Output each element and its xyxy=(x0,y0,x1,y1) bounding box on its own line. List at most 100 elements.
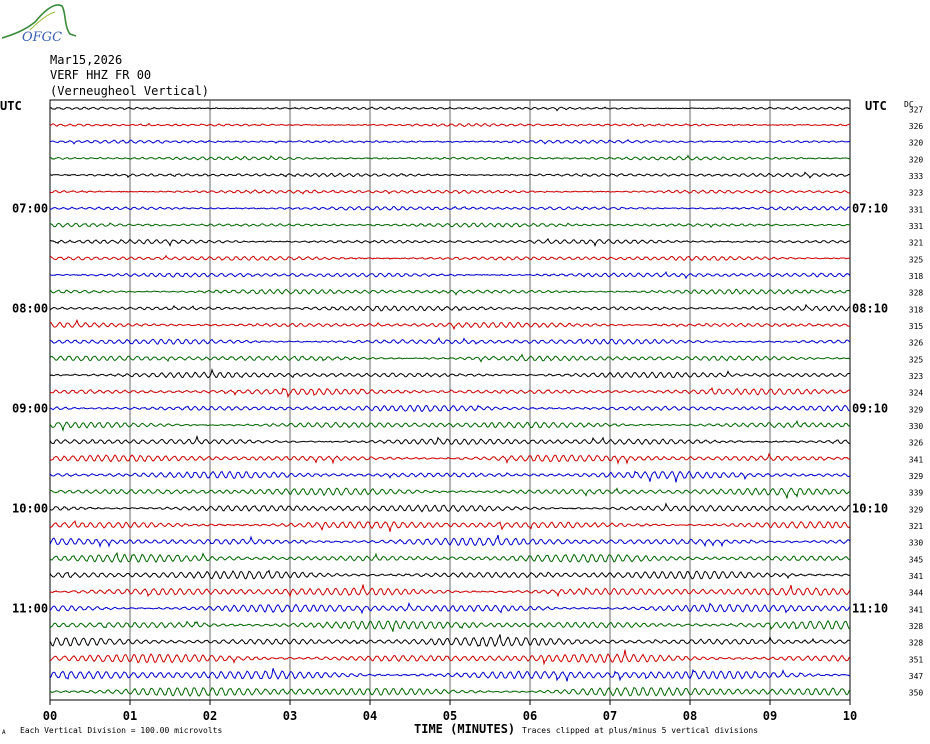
dc-value: 324 xyxy=(909,389,924,398)
dc-value: 325 xyxy=(909,355,924,364)
seismic-trace xyxy=(49,222,851,229)
logo-text: OFGC xyxy=(22,30,62,45)
seismic-trace xyxy=(49,601,851,615)
seismic-trace xyxy=(49,534,851,549)
dc-value: 329 xyxy=(909,505,924,514)
x-tick-label: 00 xyxy=(43,709,57,723)
dc-value: 321 xyxy=(909,522,924,531)
seismic-trace xyxy=(49,303,851,312)
scale-note: Each Vertical Division = 100.00 microvol… xyxy=(20,726,222,735)
seismic-trace xyxy=(49,139,851,145)
seismic-trace xyxy=(49,271,851,280)
seismic-trace xyxy=(49,452,851,465)
x-tick-label: 08 xyxy=(683,709,697,723)
right-time-label: 07:10 xyxy=(852,201,888,215)
dc-value: 333 xyxy=(909,172,924,181)
seismic-trace xyxy=(49,619,851,632)
seismic-trace xyxy=(49,419,851,433)
seismic-trace xyxy=(49,254,851,262)
left-time-label: 07:00 xyxy=(12,201,48,215)
dc-value: 331 xyxy=(909,222,924,231)
station-location: (Verneugheol Vertical) xyxy=(50,84,209,98)
seismic-trace xyxy=(49,318,851,331)
dc-value: 350 xyxy=(909,689,924,698)
x-tick-label: 10 xyxy=(843,709,857,723)
dc-value: 329 xyxy=(909,405,924,414)
dc-value: 329 xyxy=(909,472,924,481)
seismic-trace xyxy=(49,353,851,363)
x-tick-label: 02 xyxy=(203,709,217,723)
left-timezone-label: UTC xyxy=(0,99,22,113)
dc-value: 331 xyxy=(909,205,924,214)
right-time-label: 08:10 xyxy=(852,301,888,315)
right-timezone-label: UTC xyxy=(865,99,887,113)
dc-value: 344 xyxy=(909,589,924,598)
x-tick-label: 05 xyxy=(443,709,457,723)
left-time-label: 08:00 xyxy=(12,301,48,315)
dc-value: 318 xyxy=(909,305,924,314)
x-tick-label: 04 xyxy=(363,709,377,723)
dc-header: DC xyxy=(904,100,914,109)
right-time-label: 09:10 xyxy=(852,401,888,415)
dc-value: 328 xyxy=(909,622,924,631)
dc-value: 330 xyxy=(909,422,924,431)
x-tick-label: 03 xyxy=(283,709,297,723)
x-tick-label: 09 xyxy=(763,709,777,723)
seismic-trace xyxy=(49,487,851,499)
left-time-label: 11:00 xyxy=(12,601,48,615)
dc-value: 315 xyxy=(909,322,924,331)
station-code: VERF HHZ FR 00 xyxy=(50,68,152,82)
seismic-trace xyxy=(49,404,850,413)
dc-value: 326 xyxy=(909,439,924,448)
seismic-trace xyxy=(49,106,850,112)
dc-value: 328 xyxy=(909,289,924,298)
dc-value: 323 xyxy=(909,372,924,381)
right-time-label: 11:10 xyxy=(852,601,888,615)
x-tick-label: 01 xyxy=(123,709,137,723)
seismic-trace xyxy=(49,434,851,446)
dc-value: 347 xyxy=(909,672,924,681)
dc-value: 328 xyxy=(909,639,924,648)
seismic-trace xyxy=(49,368,851,379)
seismic-trace xyxy=(49,668,851,682)
dc-value: 325 xyxy=(909,255,924,264)
seismic-trace xyxy=(49,238,851,248)
seismic-trace xyxy=(49,569,851,580)
x-axis-title: TIME (MINUTES) xyxy=(414,722,515,736)
seismic-trace xyxy=(49,205,851,211)
dc-value: 341 xyxy=(909,572,924,581)
seismic-trace xyxy=(49,337,851,345)
dc-value: 341 xyxy=(909,605,924,614)
seismic-trace xyxy=(49,189,851,195)
dc-value: 320 xyxy=(909,155,924,164)
seismic-trace xyxy=(49,686,851,697)
plot-date: Mar15,2026 xyxy=(50,53,123,67)
seismic-trace xyxy=(49,649,851,666)
dc-value: 326 xyxy=(909,339,924,348)
left-time-label: 10:00 xyxy=(12,501,48,515)
dc-value: 345 xyxy=(909,555,924,564)
seismic-trace xyxy=(49,288,851,296)
right-time-label: 10:10 xyxy=(852,501,888,515)
dc-value: 339 xyxy=(909,489,924,498)
dc-value: 341 xyxy=(909,455,924,464)
seismic-trace xyxy=(49,584,851,598)
ofgc-logo: OFGC xyxy=(1,4,77,45)
dc-value: 321 xyxy=(909,239,924,248)
x-tick-label: 06 xyxy=(523,709,537,723)
seismic-trace xyxy=(49,520,851,532)
dc-value: 323 xyxy=(909,189,924,198)
seismic-trace xyxy=(49,634,851,648)
dc-value: 320 xyxy=(909,139,924,148)
seismic-trace xyxy=(49,171,851,179)
seismic-trace xyxy=(49,502,851,513)
dc-value: 318 xyxy=(909,272,924,281)
clip-note: Traces clipped at plus/minus 5 vertical … xyxy=(522,726,758,735)
dc-value: 327 xyxy=(909,105,924,114)
logo-mountain-inner xyxy=(29,11,56,31)
seismic-trace xyxy=(49,470,851,483)
footer-mark: A xyxy=(2,729,6,736)
dc-value: 326 xyxy=(909,122,924,131)
x-tick-label: 07 xyxy=(603,709,617,723)
